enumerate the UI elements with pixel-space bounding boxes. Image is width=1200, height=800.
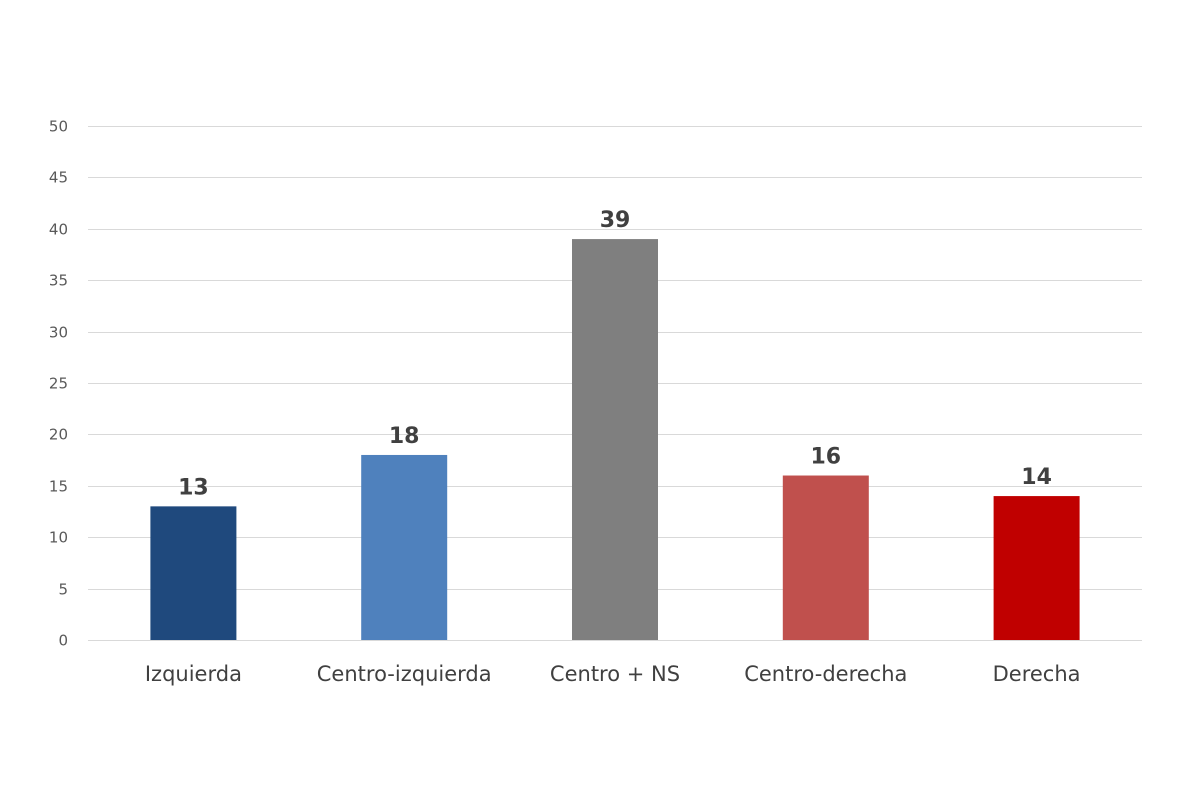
data-label: 18 [389, 424, 420, 449]
data-label: 14 [1021, 465, 1052, 490]
x-tick-label: Derecha [993, 662, 1081, 686]
x-tick-label: Centro + NS [550, 662, 680, 686]
y-tick-label: 0 [58, 632, 68, 650]
y-axis-tick-labels: 0 5 10 15 20 25 30 35 40 45 50 [49, 118, 68, 650]
bar-3 [572, 239, 658, 640]
data-label: 13 [178, 475, 209, 500]
y-tick-label: 45 [49, 169, 68, 187]
y-tick-label: 50 [49, 118, 68, 136]
x-tick-label: Centro-derecha [744, 662, 907, 686]
x-axis-tick-labels: Izquierda Centro-izquierda Centro + NS Cent… [145, 662, 1081, 686]
bar-2 [361, 454, 448, 640]
y-tick-label: 25 [49, 375, 68, 393]
bar-5 [993, 496, 1080, 640]
y-tick-label: 35 [49, 272, 68, 290]
y-tick-label: 30 [49, 324, 68, 342]
data-labels: 13 18 39 16 14 [178, 208, 1052, 500]
y-tick-label: 5 [58, 581, 68, 599]
bars [150, 239, 1080, 640]
bar-1 [150, 506, 237, 640]
x-tick-label: Izquierda [145, 662, 242, 686]
x-tick-label: Centro-izquierda [317, 662, 492, 686]
bar-4 [782, 475, 869, 640]
data-label: 39 [600, 208, 631, 233]
y-tick-label: 10 [49, 529, 68, 547]
y-tick-label: 20 [49, 426, 68, 444]
data-label: 16 [810, 445, 841, 470]
y-tick-label: 15 [49, 478, 68, 496]
y-tick-label: 40 [49, 221, 68, 239]
